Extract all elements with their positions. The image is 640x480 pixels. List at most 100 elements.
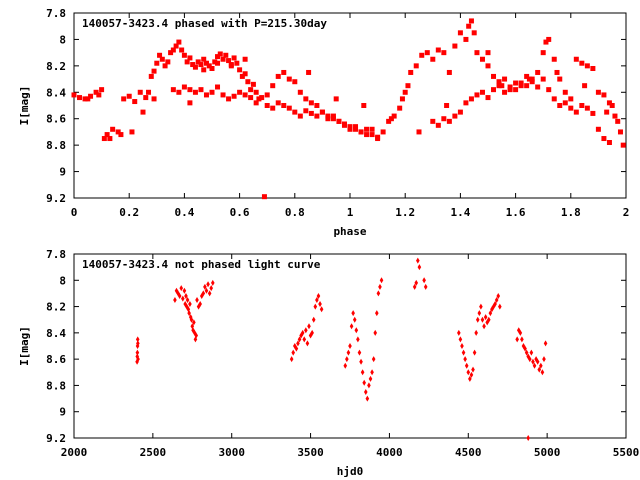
data-point [170, 87, 176, 93]
data-point [104, 132, 110, 138]
data-point [562, 89, 568, 95]
x-tick-label: 5500 [613, 446, 640, 459]
data-point [513, 87, 519, 93]
x-tick-label: 3500 [297, 446, 324, 459]
data-point [195, 59, 201, 65]
y-tick-label: 8.2 [46, 301, 66, 314]
data-point [162, 63, 168, 69]
data-point [493, 300, 497, 307]
x-tick-label: 0.2 [119, 206, 139, 219]
data-point [319, 109, 325, 115]
data-point [482, 323, 486, 330]
data-point [135, 353, 140, 360]
data-point [535, 358, 540, 365]
x-tick-label: 2000 [61, 446, 88, 459]
data-point [498, 303, 502, 310]
data-point [474, 92, 480, 98]
data-point [308, 110, 314, 116]
data-point [226, 96, 232, 102]
data-point [217, 51, 223, 57]
data-point [242, 56, 248, 62]
data-point [181, 295, 185, 302]
data-point [491, 73, 497, 79]
data-point [606, 100, 612, 106]
data-point [192, 319, 196, 326]
data-point [414, 279, 419, 286]
data-point [496, 79, 502, 85]
data-point [468, 375, 472, 382]
data-point [165, 59, 171, 65]
data-points [135, 257, 548, 441]
data-point [201, 67, 207, 73]
data-point [297, 113, 303, 119]
data-point [402, 89, 408, 95]
data-point [176, 39, 182, 45]
data-point [237, 67, 243, 73]
data-point [446, 69, 452, 75]
data-point [367, 382, 371, 389]
data-point [220, 92, 226, 98]
data-point [173, 297, 177, 303]
data-point [201, 290, 206, 297]
data-point [209, 66, 215, 71]
data-point [215, 60, 221, 66]
data-point [419, 52, 425, 58]
data-point [318, 300, 322, 307]
data-point [537, 366, 542, 373]
x-tick-label: 2500 [140, 446, 167, 459]
data-point [304, 327, 308, 334]
data-point [259, 95, 265, 101]
data-point [464, 362, 469, 369]
data-point [319, 306, 324, 313]
data-point [189, 316, 194, 323]
data-point [499, 83, 505, 89]
data-point [181, 52, 187, 58]
data-point [187, 87, 193, 93]
data-point [416, 129, 422, 135]
data-point [307, 323, 311, 330]
data-point [248, 95, 254, 101]
data-point [526, 76, 532, 82]
data-point [435, 122, 441, 128]
data-point [275, 100, 281, 106]
data-point [491, 303, 496, 310]
data-point [524, 349, 529, 356]
data-point [430, 56, 436, 62]
data-point [479, 56, 485, 62]
data-point [203, 60, 209, 66]
data-point [209, 285, 214, 292]
data-point [256, 96, 262, 102]
data-point [351, 310, 355, 317]
data-point [173, 43, 179, 49]
data-point [176, 89, 182, 95]
y-axis-label: I[mag] [18, 86, 31, 126]
data-point [270, 83, 276, 89]
data-point [110, 126, 116, 132]
data-point [430, 118, 436, 124]
data-point [188, 314, 193, 321]
data-point [615, 118, 621, 124]
data-point [617, 129, 623, 135]
data-point [250, 81, 256, 87]
data-point [405, 83, 411, 89]
data-point [228, 63, 234, 69]
data-point [546, 87, 552, 93]
data-point [397, 105, 403, 111]
data-point [135, 358, 139, 365]
data-point [296, 340, 300, 347]
data-point [348, 343, 352, 349]
data-point [604, 109, 610, 115]
data-point [88, 93, 94, 99]
y-tick-label: 8.4 [46, 86, 66, 99]
data-point [182, 287, 187, 294]
data-point [306, 69, 312, 75]
data-point [206, 63, 212, 69]
data-point [364, 132, 370, 138]
data-point [601, 92, 607, 98]
data-point [609, 103, 615, 108]
data-point [264, 92, 270, 98]
data-point [483, 314, 488, 321]
data-point [315, 297, 319, 303]
data-point [154, 60, 160, 66]
data-point [253, 100, 259, 106]
